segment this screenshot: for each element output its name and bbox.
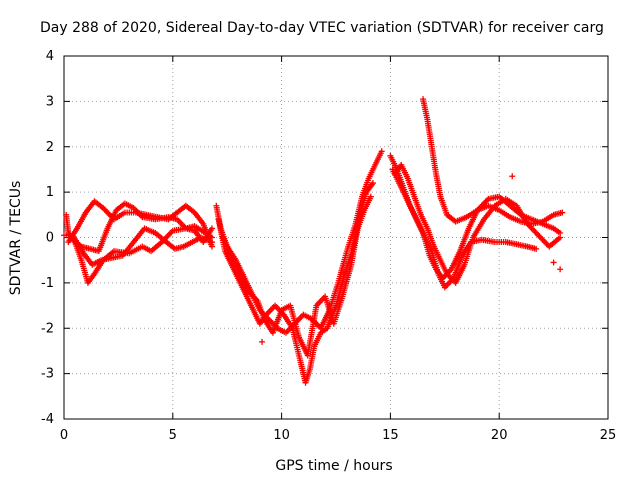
series-track-k — [420, 96, 566, 227]
series-track-g — [219, 193, 374, 359]
y-tick-label: 4 — [46, 49, 54, 64]
series-track-f — [215, 180, 376, 386]
y-tick-label: 2 — [46, 140, 54, 155]
y-tick-label: -2 — [41, 321, 54, 336]
data-point — [369, 180, 376, 187]
x-tick-label: 25 — [600, 428, 617, 443]
x-tick-label: 5 — [169, 428, 177, 443]
data-marks — [61, 96, 566, 386]
y-tick-label: -3 — [41, 367, 54, 382]
data-point — [208, 239, 215, 246]
data-point — [533, 245, 540, 252]
data-point — [367, 193, 374, 200]
y-tick-label: -4 — [41, 412, 54, 427]
y-axis-label: SDTVAR / TECUs — [8, 181, 24, 296]
grid — [64, 56, 608, 419]
x-tick-label: 20 — [491, 428, 508, 443]
y-tick-label: 1 — [46, 185, 54, 200]
x-tick-label: 0 — [60, 428, 68, 443]
y-tick-label: 0 — [46, 231, 54, 246]
y-tick-label: 3 — [46, 94, 54, 109]
data-point — [509, 173, 516, 180]
data-point — [208, 225, 215, 232]
data-point — [559, 209, 566, 216]
series-isolated — [259, 173, 564, 345]
data-point — [550, 259, 557, 266]
chart-title: Day 288 of 2020, Sidereal Day-to-day VTE… — [40, 20, 604, 36]
axes: 0 5 10 15 20 25 -4 -3 -2 -1 0 1 2 3 4 — [41, 49, 616, 443]
data-point — [259, 338, 266, 345]
data-point — [557, 234, 564, 241]
data-point — [378, 148, 385, 155]
series-track-d — [61, 225, 215, 268]
x-tick-label: 10 — [273, 428, 290, 443]
data-point — [557, 266, 564, 273]
x-axis-label: GPS time / hours — [275, 458, 392, 474]
series-track-j — [391, 161, 564, 286]
series-track-e — [213, 148, 385, 336]
y-tick-label: -1 — [41, 276, 54, 291]
x-tick-label: 15 — [382, 428, 399, 443]
